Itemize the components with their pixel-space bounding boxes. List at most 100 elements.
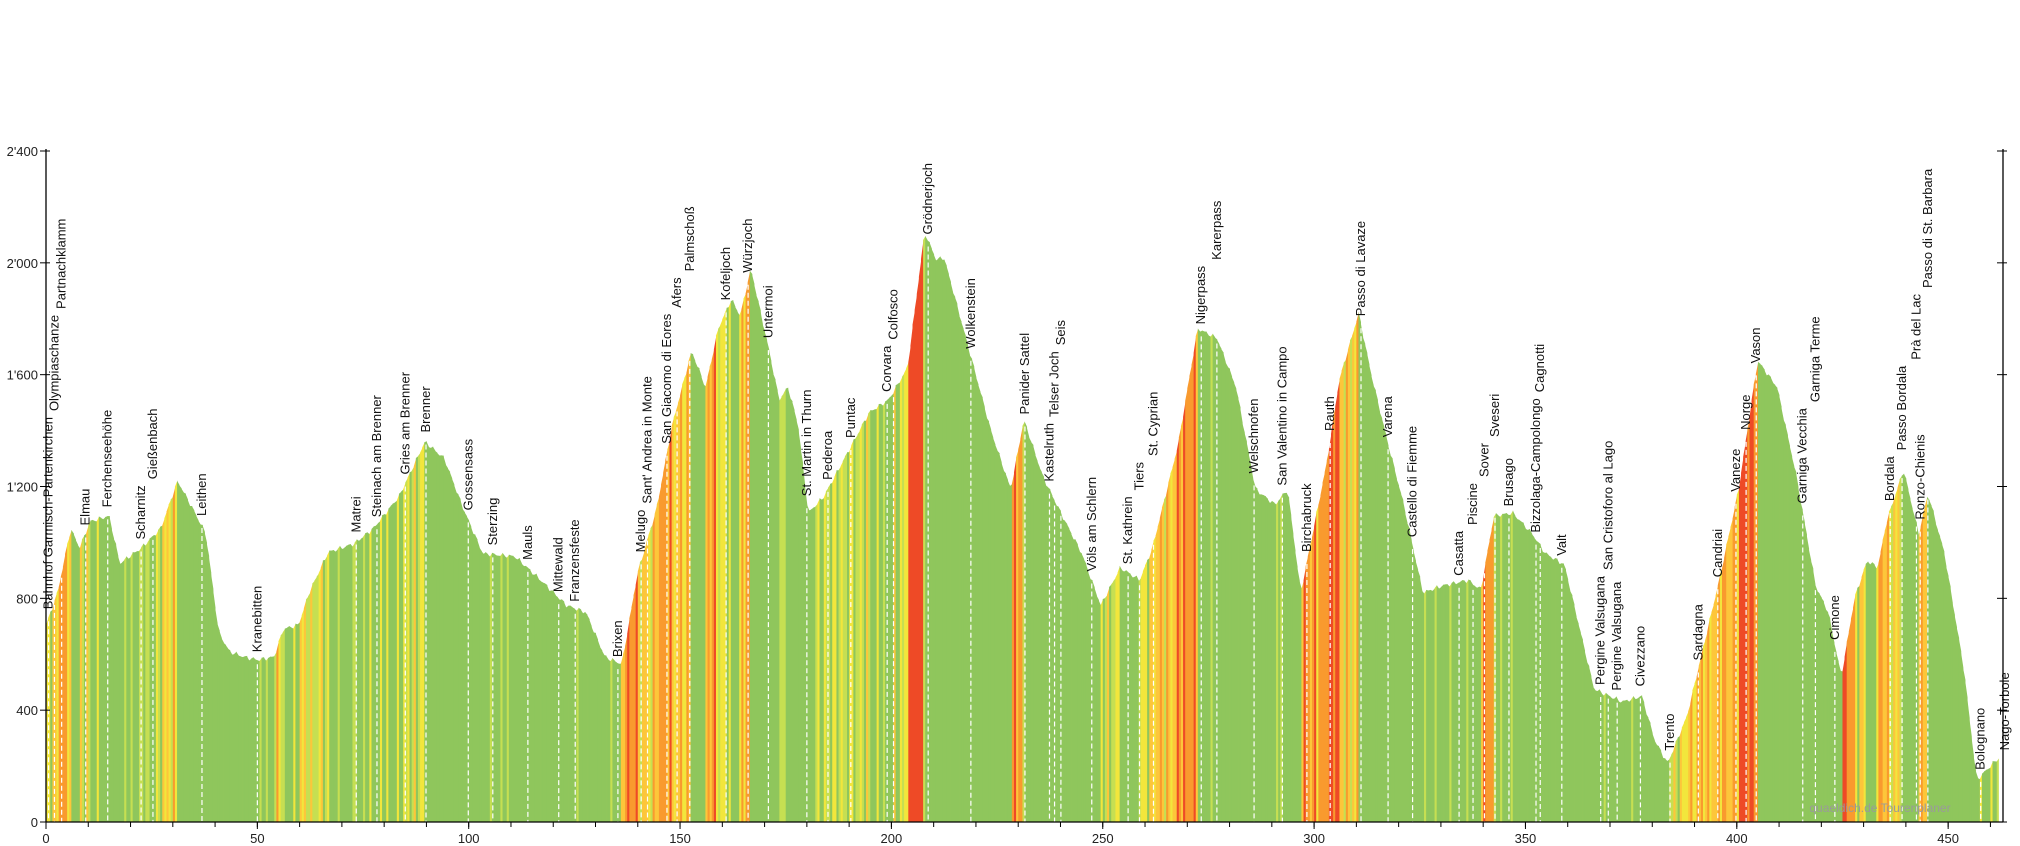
waypoint-label: Trento (1662, 714, 1677, 751)
profile-segment (177, 480, 180, 822)
profile-segment (952, 292, 956, 822)
profile-segment (622, 646, 626, 822)
profile-segment (973, 366, 977, 822)
profile-segment (1853, 594, 1856, 822)
waypoint-label: Seis (1053, 319, 1068, 345)
profile-segment (515, 558, 518, 822)
profile-segment (96, 516, 100, 822)
profile-segment (496, 555, 499, 822)
x-tick-label: 100 (458, 831, 480, 846)
profile-segment (1884, 522, 1888, 822)
profile-segment (451, 478, 455, 822)
waypoint-label: Vason (1748, 327, 1763, 363)
profile-segment (1795, 472, 1799, 822)
profile-segment (422, 442, 425, 822)
profile-segment (1394, 468, 1397, 822)
profile-segment (153, 534, 157, 822)
profile-segment (1789, 445, 1793, 822)
profile-segment (1536, 540, 1539, 822)
waypoint-label: Steinach am Brenner (369, 394, 384, 517)
profile-segment (464, 512, 467, 822)
profile-segment (162, 518, 165, 822)
profile-segment (1821, 597, 1824, 822)
profile-segment (1041, 472, 1044, 822)
profile-segment (498, 555, 501, 822)
profile-segment (796, 419, 799, 822)
profile-segment (367, 532, 370, 822)
profile-segment (1768, 374, 1772, 822)
profile-segment (373, 525, 377, 822)
profile-segment (420, 447, 423, 822)
profile-segment (1231, 376, 1235, 822)
profile-segment (1218, 344, 1222, 822)
x-tick-label: 200 (881, 831, 903, 846)
profile-segment (1440, 584, 1444, 822)
profile-segment (335, 548, 339, 822)
profile-segment (310, 583, 313, 822)
profile-segment (1576, 616, 1579, 822)
profile-segment (56, 587, 60, 822)
profile-segment (1943, 551, 1947, 822)
profile-segment (906, 362, 909, 822)
profile-segment (1318, 495, 1321, 822)
profile-segment (800, 447, 804, 822)
profile-segment (128, 556, 131, 822)
profile-segment (187, 499, 191, 822)
profile-segment (627, 618, 630, 822)
profile-segment (447, 468, 451, 822)
profile-segment (1233, 382, 1237, 822)
profile-segment (808, 509, 812, 822)
profile-segment (284, 627, 288, 822)
profile-segment (1208, 335, 1211, 822)
profile-segment (1428, 589, 1431, 822)
waypoint-label: San Valentino in Campo (1274, 346, 1289, 485)
profile-segment (1455, 582, 1459, 822)
profile-segment (1216, 339, 1220, 822)
profile-segment (1174, 450, 1178, 822)
x-tick-label: 350 (1515, 831, 1537, 846)
profile-segment (1865, 561, 1869, 822)
profile-segment (1284, 492, 1288, 822)
profile-segment (1326, 449, 1330, 822)
profile-segment (1115, 572, 1118, 822)
profile-segment (1620, 700, 1624, 822)
profile-segment (274, 651, 277, 822)
profile-segment (1497, 515, 1501, 822)
profile-segment (441, 455, 444, 822)
profile-segment (1100, 599, 1104, 822)
profile-segment (851, 439, 854, 822)
profile-segment (1128, 572, 1131, 822)
profile-segment (1893, 494, 1896, 822)
profile-segment (170, 496, 174, 822)
profile-segment (1861, 569, 1865, 822)
profile-segment (462, 508, 465, 822)
waypoint-label: Prà del Lac (1908, 294, 1923, 360)
profile-segment (536, 573, 539, 822)
profile-segment (401, 489, 404, 822)
profile-segment (1819, 593, 1822, 822)
profile-segment (690, 353, 694, 822)
profile-segment (172, 486, 176, 822)
profile-segment (1565, 569, 1569, 822)
profile-segment (360, 537, 364, 822)
profile-segment (1117, 565, 1121, 822)
profile-segment (1804, 522, 1807, 822)
waypoint-label: Candriai (1710, 529, 1725, 578)
profile-segment (563, 601, 567, 822)
profile-segment (346, 544, 349, 822)
profile-segment (1132, 576, 1135, 822)
profile-segment (730, 300, 734, 822)
profile-segment (1730, 518, 1733, 822)
profile-segment (415, 456, 419, 822)
profile-segment (1962, 667, 1966, 822)
profile-segment (1166, 482, 1169, 822)
profile-segment (1288, 497, 1292, 822)
profile-segment (155, 530, 159, 822)
profile-segment (648, 528, 651, 822)
profile-segment (1500, 513, 1503, 822)
profile-segment (1715, 585, 1719, 822)
profile-segment (1438, 587, 1442, 822)
profile-segment (925, 235, 928, 823)
profile-segment (1210, 333, 1214, 822)
waypoint-label: Nago-Torbole (1997, 672, 2012, 750)
